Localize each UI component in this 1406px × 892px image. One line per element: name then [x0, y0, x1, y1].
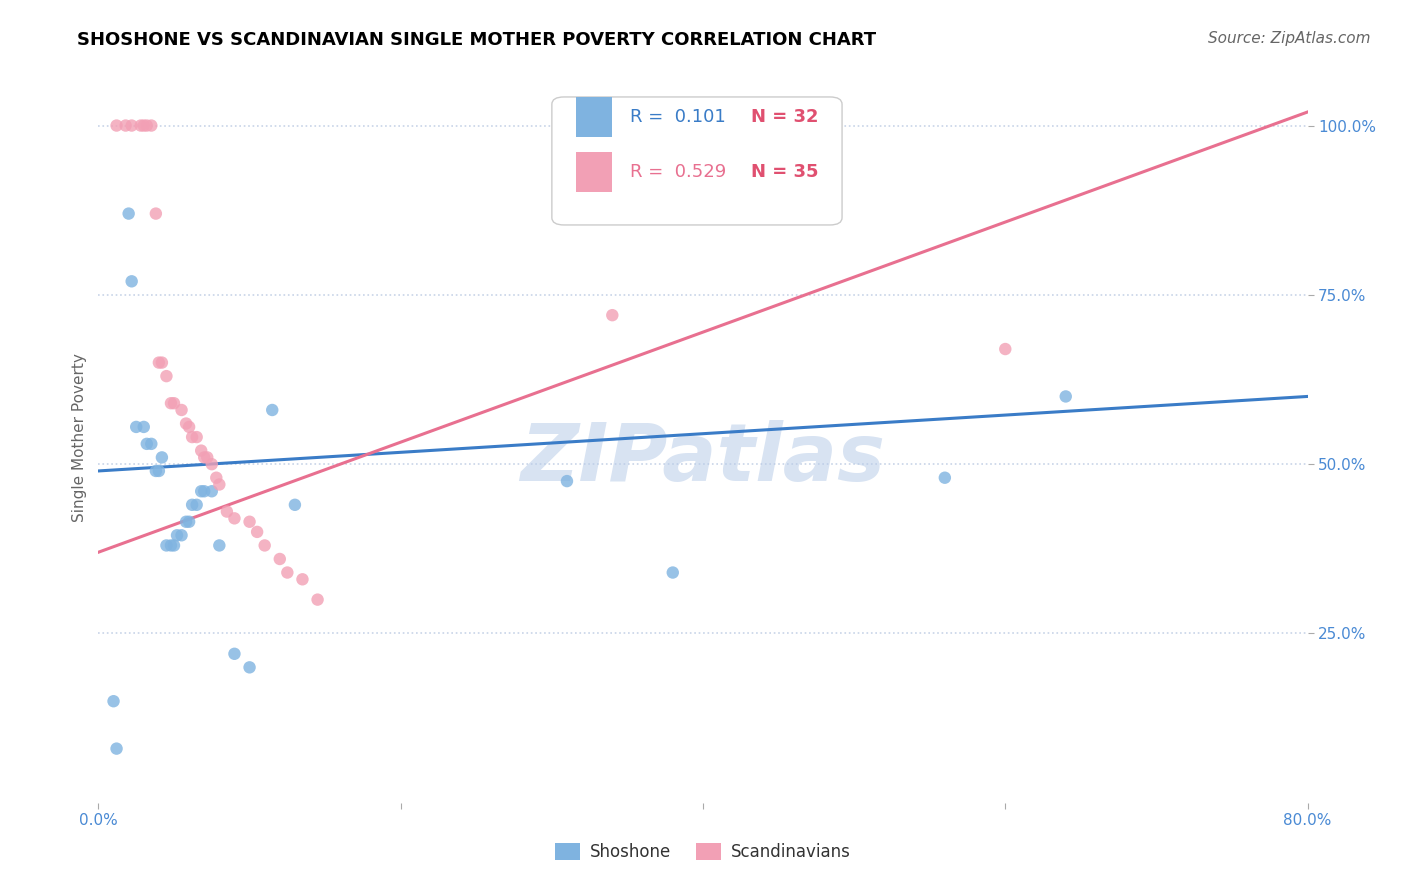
Point: [181, 430, 204, 444]
Point: [121, 274, 143, 288]
Point: [170, 528, 193, 542]
Text: SHOSHONE VS SCANDINAVIAN SINGLE MOTHER POVERTY CORRELATION CHART: SHOSHONE VS SCANDINAVIAN SINGLE MOTHER P…: [77, 31, 876, 49]
Point: [291, 572, 314, 586]
Point: [205, 471, 228, 485]
Point: [155, 538, 177, 552]
Text: R =  0.529: R = 0.529: [630, 163, 727, 181]
Point: [166, 528, 188, 542]
Point: [201, 457, 224, 471]
Point: [105, 741, 128, 756]
Point: [179, 515, 201, 529]
Y-axis label: Single Mother Poverty: Single Mother Poverty: [72, 352, 87, 522]
Point: [661, 566, 683, 580]
Point: [179, 420, 201, 434]
Point: [195, 450, 218, 465]
Point: [125, 420, 148, 434]
Point: [307, 592, 329, 607]
Point: [132, 420, 155, 434]
Point: [163, 396, 186, 410]
Point: [148, 464, 170, 478]
FancyBboxPatch shape: [576, 152, 613, 192]
Point: [145, 206, 167, 220]
Point: [276, 566, 298, 580]
Point: [150, 450, 173, 465]
Point: [262, 403, 284, 417]
Point: [246, 524, 269, 539]
Point: [181, 498, 204, 512]
Point: [994, 342, 1017, 356]
Point: [284, 498, 307, 512]
Point: [121, 119, 143, 133]
Point: [163, 538, 186, 552]
Point: [186, 430, 208, 444]
Point: [190, 443, 212, 458]
Point: [1054, 389, 1077, 403]
Point: [150, 355, 173, 369]
Point: [253, 538, 276, 552]
Point: [160, 538, 183, 552]
Point: [208, 538, 231, 552]
Text: N = 35: N = 35: [751, 163, 818, 181]
Point: [160, 396, 183, 410]
Point: [602, 308, 624, 322]
Point: [215, 505, 238, 519]
Point: [135, 119, 157, 133]
Point: [132, 119, 155, 133]
Text: N = 32: N = 32: [751, 108, 818, 126]
Point: [269, 552, 291, 566]
Point: [129, 119, 152, 133]
Text: R =  0.101: R = 0.101: [630, 108, 727, 126]
Point: [145, 464, 167, 478]
Text: Source: ZipAtlas.com: Source: ZipAtlas.com: [1208, 31, 1371, 46]
FancyBboxPatch shape: [576, 97, 613, 137]
Legend: Shoshone, Scandinavians: Shoshone, Scandinavians: [548, 836, 858, 868]
Point: [135, 437, 157, 451]
Point: [170, 403, 193, 417]
FancyBboxPatch shape: [551, 97, 842, 225]
Point: [148, 355, 170, 369]
Point: [114, 119, 136, 133]
Point: [174, 515, 197, 529]
Point: [224, 511, 246, 525]
Point: [141, 437, 163, 451]
Text: ZIPatlas: ZIPatlas: [520, 420, 886, 498]
Point: [155, 369, 177, 384]
Point: [208, 477, 231, 491]
Point: [105, 119, 128, 133]
Point: [239, 515, 262, 529]
Point: [201, 484, 224, 499]
Point: [103, 694, 125, 708]
Point: [118, 206, 141, 220]
Point: [239, 660, 262, 674]
Point: [141, 119, 163, 133]
Point: [174, 417, 197, 431]
Point: [934, 471, 956, 485]
Point: [193, 484, 215, 499]
Point: [193, 450, 215, 465]
Point: [224, 647, 246, 661]
Point: [190, 484, 212, 499]
Point: [555, 474, 578, 488]
Point: [186, 498, 208, 512]
